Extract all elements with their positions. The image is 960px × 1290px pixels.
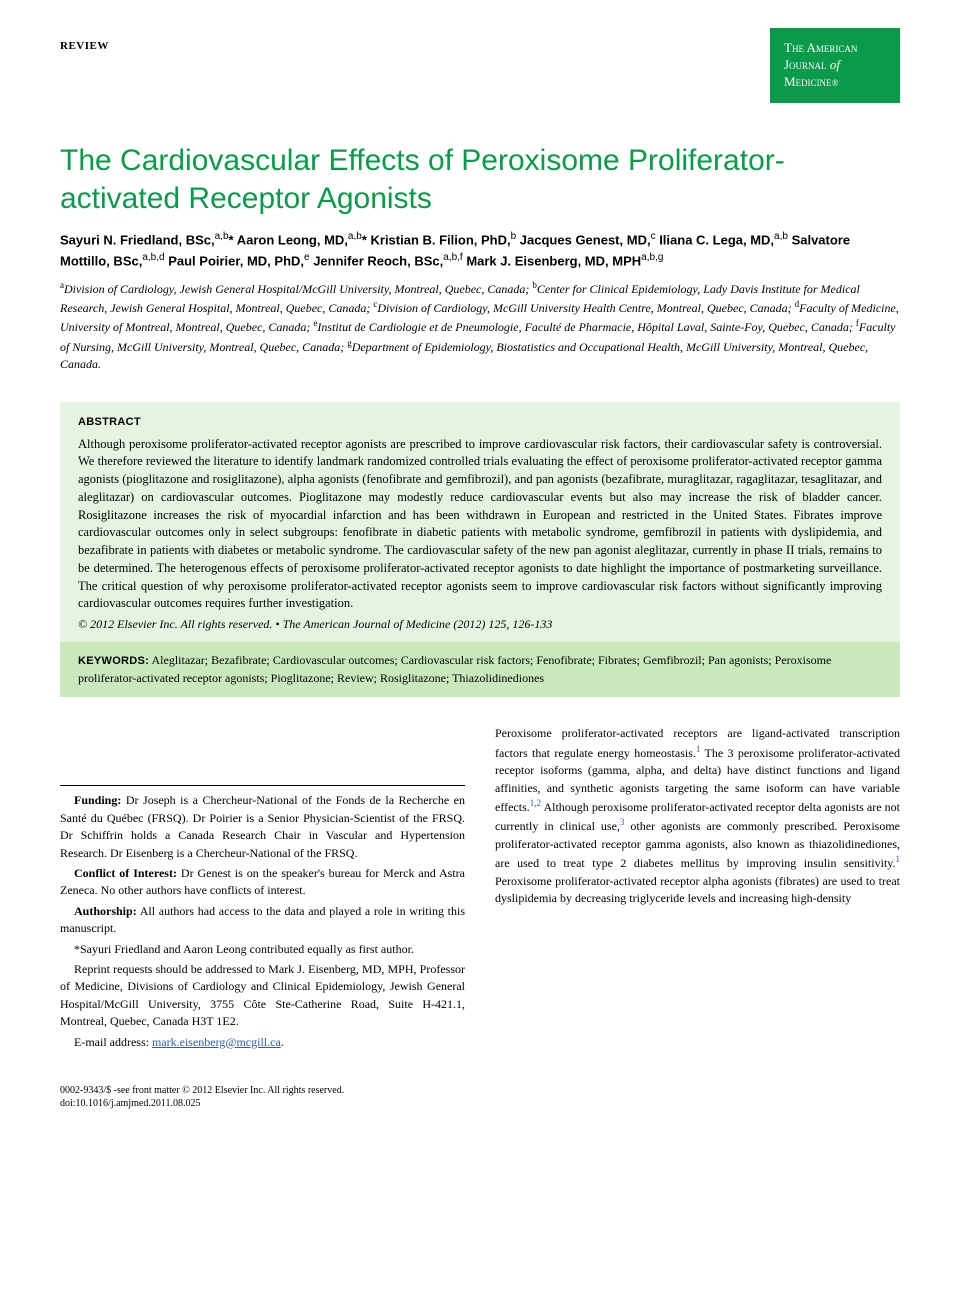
footer-doi: doi:10.1016/j.amjmed.2011.08.025 bbox=[60, 1097, 900, 1110]
intro-paragraph: Peroxisome proliferator-activated recept… bbox=[495, 725, 900, 907]
abstract-body: Although peroxisome proliferator-activat… bbox=[78, 436, 882, 614]
footnote-reprint: Reprint requests should be addressed to … bbox=[60, 961, 465, 1031]
journal-badge: The American Journal of Medicine® bbox=[770, 28, 900, 103]
keywords-text: Aleglitazar; Bezafibrate; Cardiovascular… bbox=[78, 653, 831, 685]
journal-line2: Journal of bbox=[784, 57, 886, 74]
page-footer: 0002-9343/$ -see front matter © 2012 Els… bbox=[60, 1084, 900, 1110]
footnote-coi: Conflict of Interest: Dr Genest is on th… bbox=[60, 865, 465, 900]
email-link[interactable]: mark.eisenberg@mcgill.ca bbox=[152, 1035, 281, 1049]
keywords-label: KEYWORDS: bbox=[78, 655, 149, 667]
authors: Sayuri N. Friedland, BSc,a,b* Aaron Leon… bbox=[60, 229, 900, 271]
footnote-authorship: Authorship: All authors had access to th… bbox=[60, 903, 465, 938]
left-column: Funding: Dr Joseph is a Chercheur-Nation… bbox=[60, 725, 465, 1053]
journal-line1: The American bbox=[784, 40, 886, 57]
journal-line3: Medicine® bbox=[784, 74, 886, 91]
affiliations: aDivision of Cardiology, Jewish General … bbox=[60, 279, 900, 374]
abstract-copyright: © 2012 Elsevier Inc. All rights reserved… bbox=[78, 617, 882, 632]
abstract-heading: ABSTRACT bbox=[78, 416, 882, 428]
footer-line1: 0002-9343/$ -see front matter © 2012 Els… bbox=[60, 1084, 900, 1097]
article-title: The Cardiovascular Effects of Peroxisome… bbox=[60, 142, 900, 217]
abstract-block: ABSTRACT Although peroxisome proliferato… bbox=[60, 402, 900, 698]
footnote-email: E-mail address: mark.eisenberg@mcgill.ca… bbox=[60, 1034, 465, 1051]
footnote-rule bbox=[60, 785, 465, 786]
footnote-equal: *Sayuri Friedland and Aaron Leong contri… bbox=[60, 941, 465, 958]
two-column-body: Funding: Dr Joseph is a Chercheur-Nation… bbox=[60, 725, 900, 1053]
footnote-funding: Funding: Dr Joseph is a Chercheur-Nation… bbox=[60, 792, 465, 862]
keywords-block: KEYWORDS: Aleglitazar; Bezafibrate; Card… bbox=[60, 642, 900, 697]
right-column: Peroxisome proliferator-activated recept… bbox=[495, 725, 900, 1053]
